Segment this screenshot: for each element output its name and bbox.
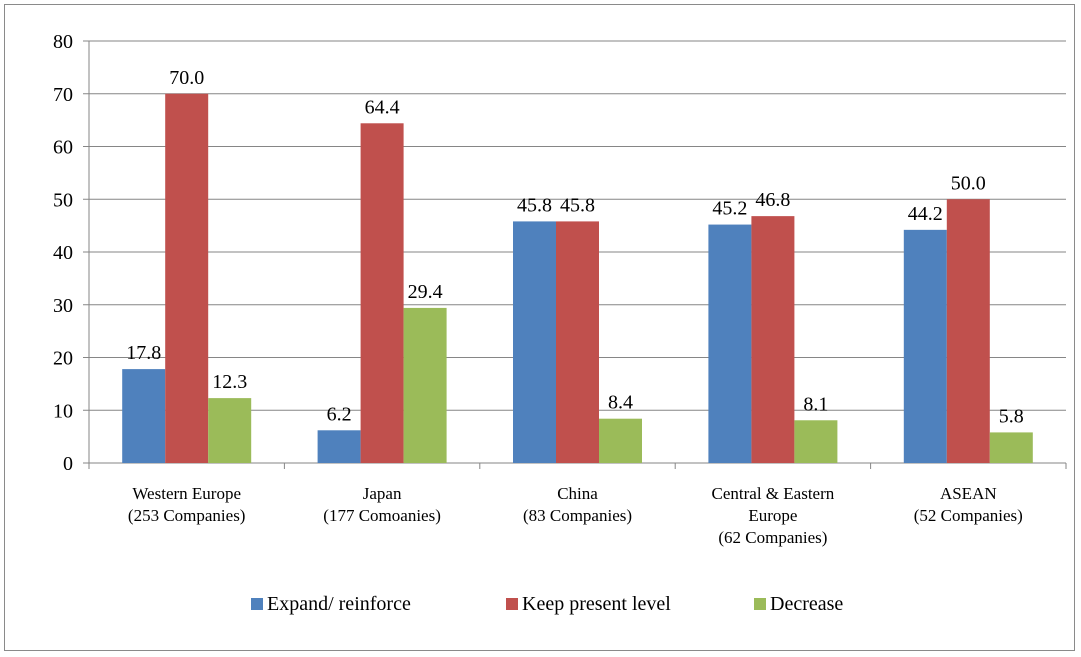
y-tick-label: 20: [53, 348, 73, 370]
category-label: Europe: [748, 506, 797, 525]
category-label: Western Europe: [132, 484, 241, 503]
category-label: Central & Eastern: [712, 484, 835, 503]
category-label: China: [557, 484, 598, 503]
y-tick-label: 80: [53, 31, 73, 53]
y-tick-label: 30: [53, 295, 73, 317]
bar: [599, 418, 642, 463]
bar: [794, 420, 838, 463]
data-label: 8.1: [803, 393, 828, 415]
data-label: 45.8: [560, 194, 595, 216]
category-label: (62 Companies): [718, 528, 827, 547]
category-labels: Western Europe (253 Companies) Japan (177 C…: [128, 484, 1023, 547]
bar: [360, 123, 404, 463]
bar: [208, 398, 252, 463]
legend-swatch: [251, 598, 263, 610]
legend-label: Expand/ reinforce: [267, 593, 411, 615]
data-label: 45.8: [517, 194, 552, 216]
legend: Expand/ reinforce Keep present level Decre…: [251, 593, 843, 615]
data-label: 45.2: [712, 198, 747, 220]
bars: [122, 93, 1033, 463]
bar: [708, 224, 752, 463]
y-tick-label: 50: [53, 189, 73, 211]
bar: [165, 93, 209, 463]
data-label: 17.8: [126, 342, 161, 364]
data-label: 64.4: [365, 96, 400, 118]
bar: [946, 199, 990, 463]
category-label: (83 Companies): [523, 506, 632, 525]
data-label: 5.8: [999, 405, 1024, 427]
data-label: 12.3: [212, 371, 247, 393]
y-tick-label: 70: [53, 84, 73, 106]
category-label: (52 Companies): [914, 506, 1023, 525]
data-label: 44.2: [908, 203, 943, 225]
data-label: 46.8: [755, 189, 790, 211]
bar: [903, 229, 947, 463]
data-label: 6.2: [327, 403, 352, 425]
legend-swatch: [754, 598, 766, 610]
legend-label: Keep present level: [522, 593, 671, 615]
y-tick-label: 60: [53, 137, 73, 159]
bar: [122, 369, 166, 463]
bar-chart: 0 10 20 30 40 50 60 70 80 17.8 70.0 12.3 6.2 64.4 29.…: [53, 31, 1067, 615]
bar: [317, 430, 361, 463]
legend-label: Decrease: [770, 593, 843, 615]
chart-frame: 0 10 20 30 40 50 60 70 80 17.8 70.0 12.3 6.2 64.4 29.…: [4, 4, 1075, 651]
y-tick-label: 40: [53, 242, 73, 264]
y-tick-label: 10: [53, 400, 73, 422]
bar: [556, 221, 599, 463]
category-label: Japan: [363, 484, 402, 503]
category-label: (177 Comoanies): [323, 506, 441, 525]
data-label: 50.0: [951, 172, 986, 194]
bar: [751, 216, 795, 463]
category-label: (253 Companies): [128, 506, 246, 525]
data-label: 29.4: [408, 281, 443, 303]
data-labels: 17.8 70.0 12.3 6.2 64.4 29.4 45.8 45.8 8.4 45.2 46…: [126, 67, 1024, 428]
data-label: 8.4: [608, 392, 633, 414]
data-label: 70.0: [169, 67, 204, 89]
category-label: ASEAN: [940, 484, 997, 503]
bar: [513, 221, 556, 463]
bar: [989, 432, 1033, 463]
bar: [403, 307, 447, 463]
legend-swatch: [506, 598, 518, 610]
y-tick-label: 0: [63, 453, 73, 475]
axes: 0 10 20 30 40 50 60 70 80: [53, 31, 1067, 475]
